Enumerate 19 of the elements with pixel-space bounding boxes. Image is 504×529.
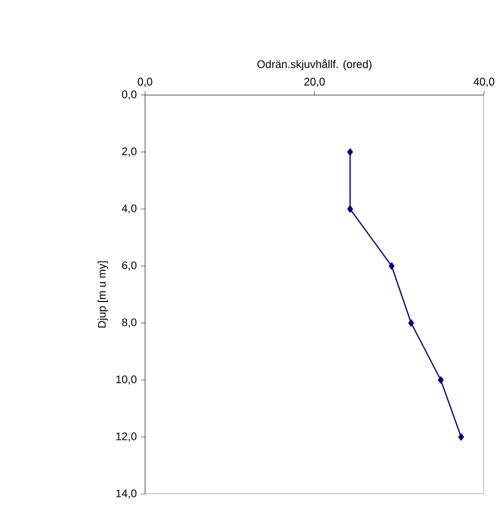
- point: [408, 319, 414, 327]
- y-tick-label: 4,0: [122, 204, 136, 214]
- x-tick-label: 20,0: [304, 78, 325, 87]
- y-tick-label: 12,0: [116, 432, 136, 442]
- y-tick-label: 10,0: [116, 375, 136, 385]
- y-tick-label: 8,0: [122, 318, 136, 328]
- y-tick-label: 14,0: [116, 489, 136, 499]
- y-tick-label: 2,0: [122, 147, 136, 157]
- y-tick-label: 0,0: [122, 90, 136, 100]
- point: [347, 205, 353, 213]
- y-tick-label: 6,0: [122, 261, 136, 271]
- point: [388, 262, 394, 270]
- x-tick-label: 40,0: [474, 78, 494, 87]
- x-axis-title: Odrän.skjuvhållf. (ored): [257, 59, 372, 70]
- point: [438, 376, 444, 384]
- x-tick-label: 0,0: [138, 78, 152, 87]
- y-axis-title: Djup [m u my]: [98, 261, 108, 328]
- point: [458, 433, 464, 441]
- point: [347, 148, 353, 156]
